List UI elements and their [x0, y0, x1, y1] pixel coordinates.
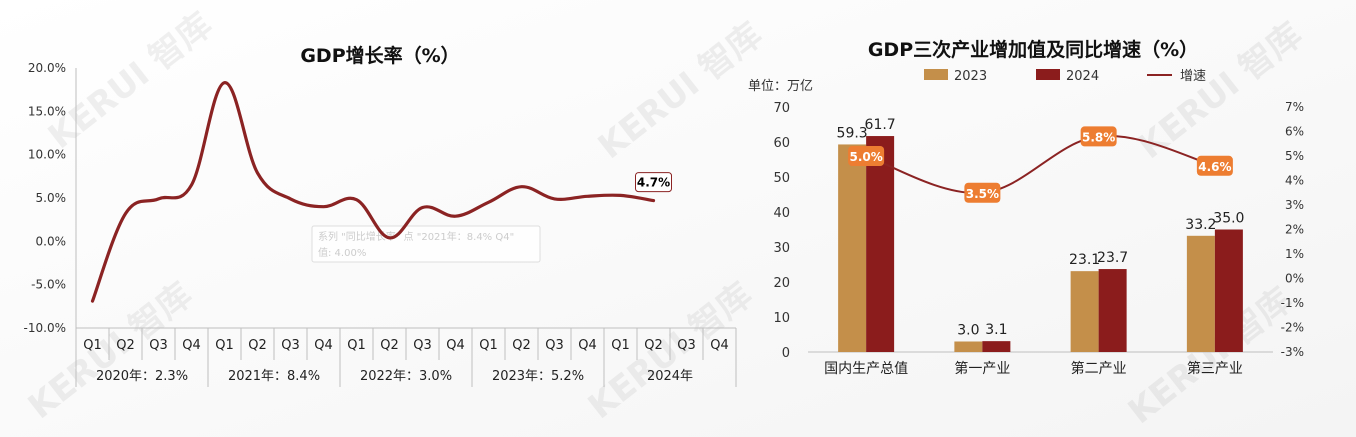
bar-2023	[954, 341, 983, 352]
x-tick-label: Q4	[710, 338, 729, 353]
y-tick-label: 10.0%	[28, 148, 66, 162]
industry-value-chart: GDP三次产业增加值及同比增速（%） 单位：万亿 2023 2024 增速 0 1…	[748, 38, 1304, 377]
y-tick-label: 60	[773, 136, 790, 151]
x-tick-label: Q2	[380, 338, 399, 353]
x-tick-label: Q2	[116, 338, 135, 353]
chart-title: GDP增长率（%）	[300, 44, 459, 67]
y2-tick-label: -1%	[1281, 296, 1304, 310]
x-tick-label: Q1	[215, 338, 234, 353]
growth-line	[865, 134, 1216, 194]
category-label: 第三产业	[1187, 360, 1243, 377]
growth-label: 3.5%	[966, 187, 999, 201]
legend-label-2023: 2023	[954, 69, 987, 84]
y2-tick-label: 6%	[1285, 125, 1304, 139]
x-tick-label: Q2	[248, 338, 267, 353]
x-tick-label: Q1	[347, 338, 366, 353]
year-group-label: 2020年：2.3%	[96, 369, 188, 384]
y2-tick-label: -2%	[1281, 321, 1304, 335]
y2-tick-label: 4%	[1285, 174, 1304, 188]
legend: 2023 2024 增速	[924, 69, 1206, 84]
y-tick-label: -5.0%	[31, 278, 66, 292]
growth-label-box	[1080, 126, 1117, 147]
year-group-label: 2024年	[647, 369, 693, 384]
bar-2024	[866, 136, 895, 352]
bar-2024	[1098, 269, 1127, 352]
y-tick-label: 5.0%	[36, 191, 67, 205]
x-tick-label: Q2	[512, 338, 531, 353]
bar-value-label: 23.1	[1069, 252, 1100, 268]
x-tick-label: Q4	[314, 338, 333, 353]
y2-tick-label: 7%	[1285, 100, 1304, 114]
bar-2024	[1214, 229, 1243, 352]
x-tick-label: Q4	[446, 338, 465, 353]
category-label: 第二产业	[1071, 360, 1127, 377]
legend-label-2024: 2024	[1066, 69, 1099, 84]
x-tick-label: Q1	[83, 338, 102, 353]
y2-tick-label: 0%	[1285, 272, 1304, 286]
year-group-label: 2021年：8.4%	[228, 369, 320, 384]
bar-value-label: 33.2	[1185, 217, 1216, 233]
bar-2023	[1070, 271, 1099, 352]
y-tick-label: -10.0%	[24, 321, 66, 335]
y2-tick-label: 2%	[1285, 223, 1304, 237]
end-value-label: 4.7%	[635, 172, 672, 193]
bar-value-label: 3.1	[985, 322, 1007, 338]
bar-value-label: 61.7	[865, 117, 896, 133]
x-tick-label: Q4	[578, 338, 597, 353]
y-tick-label: 15.0%	[28, 104, 66, 118]
unit-label: 单位：万亿	[748, 79, 813, 94]
x-tick-label: Q3	[677, 338, 696, 353]
x-tick-label: Q3	[281, 338, 300, 353]
y-tick-label: 20	[773, 276, 790, 291]
y2-tick-label: -3%	[1281, 345, 1304, 359]
y-tick-label: 20.0%	[28, 61, 66, 75]
y-tick-label: 0.0%	[36, 234, 67, 248]
y-tick-label: 70	[773, 101, 790, 116]
growth-label-box	[848, 146, 885, 166]
growth-label-box	[1196, 155, 1233, 176]
x-tick-label: Q1	[611, 338, 630, 353]
x-tick-label: Q3	[149, 338, 168, 353]
x-tick-label: Q3	[545, 338, 564, 353]
x-tick-label: Q2	[644, 338, 663, 353]
bar-value-label: 23.7	[1097, 250, 1128, 266]
tooltip: 系列 "同比增长率" 点 "2021年：8.4% Q4" 值: 4.00%	[311, 225, 541, 263]
chart-title: GDP三次产业增加值及同比增速（%）	[868, 38, 1198, 61]
y-tick-label: 0	[782, 346, 790, 361]
legend-swatch-2024	[1036, 69, 1060, 80]
year-group-label: 2023年：5.2%	[492, 369, 584, 384]
category-label: 第一产业	[954, 360, 1010, 377]
legend-label-growth: 增速	[1180, 69, 1206, 84]
y-tick-label: 40	[773, 206, 790, 221]
growth-label: 5.8%	[1082, 130, 1115, 144]
gdp-growth-chart: GDP增长率（%） 20.0% 15.0% 10.0% 5.0% 0.0% -5.0% -1…	[24, 44, 737, 387]
bar-2023	[838, 144, 867, 352]
tooltip-line: 系列 "同比增长率" 点 "2021年：8.4% Q4"	[318, 230, 514, 243]
bar-value-label: 3.0	[957, 323, 979, 339]
growth-label: 5.0%	[849, 150, 882, 164]
x-tick-label: Q1	[479, 338, 498, 353]
growth-label-box	[964, 182, 1001, 203]
bar-value-label: 59.3	[837, 125, 868, 141]
year-group-label: 2022年：3.0%	[360, 369, 452, 384]
growth-label: 4.6%	[1198, 160, 1231, 174]
bar-2023	[1186, 235, 1215, 352]
end-label-text: 4.7%	[637, 176, 670, 190]
y-tick-label: 30	[773, 241, 790, 256]
category-label: 国内生产总值	[824, 361, 908, 377]
x-tick-label: Q4	[182, 338, 201, 353]
y-tick-label: 50	[773, 171, 790, 186]
series-line	[90, 81, 656, 303]
x-tick-label: Q3	[413, 338, 432, 353]
y2-tick-label: 3%	[1285, 198, 1304, 212]
bar-2024	[982, 341, 1011, 352]
bar-value-label: 35.0	[1213, 211, 1244, 227]
y-tick-label: 10	[773, 311, 790, 326]
y2-tick-label: 1%	[1285, 247, 1304, 261]
y2-tick-label: 5%	[1285, 149, 1304, 163]
legend-swatch-2023	[924, 69, 948, 80]
tooltip-line: 值: 4.00%	[318, 246, 366, 259]
